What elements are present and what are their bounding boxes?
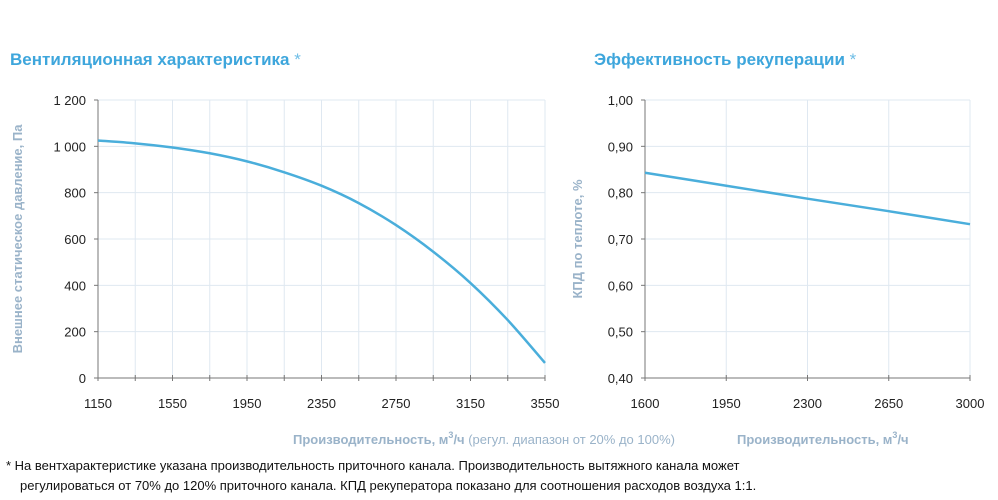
footnote: * На вентхарактеристике указана производ…: [6, 456, 996, 496]
x-tick-label: 3150: [456, 396, 485, 411]
y-tick-label: 0: [79, 371, 86, 386]
y-tick-label: 400: [64, 278, 86, 293]
title-text: Эффективность рекуперации: [594, 50, 845, 69]
x-tick-label: 2750: [382, 396, 411, 411]
chart-0: 1150 1550 1950 2350 2750 3150 3550 0 200 400 600 80…: [10, 93, 675, 447]
chart-title-ventilation: Вентиляционная характеристика *: [10, 50, 301, 70]
y-tick-label: 600: [64, 232, 86, 247]
y-tick-label: 1 000: [53, 139, 86, 154]
x-tick-label: 2650: [874, 396, 903, 411]
y-tick-label: 0,90: [608, 139, 633, 154]
title-asterisk: *: [294, 50, 301, 69]
y-tick-label: 0,60: [608, 278, 633, 293]
y-tick-label: 800: [64, 186, 86, 201]
series-line: [97, 139, 546, 364]
y-tick-label: 0,40: [608, 371, 633, 386]
x-tick-label: 1150: [84, 396, 112, 411]
x-tick-label: 1550: [158, 396, 187, 411]
x-axis-label: Производительность, м3/ч (регул. диапазо…: [293, 430, 675, 447]
y-tick-label: 0,70: [608, 232, 633, 247]
y-tick-label: 1 200: [53, 93, 86, 108]
footnote-line-1: * На вентхарактеристике указана производ…: [6, 458, 740, 473]
y-tick-label: 0,50: [608, 325, 633, 340]
x-tick-label: 2350: [307, 396, 336, 411]
x-tick-label: 1950: [233, 396, 262, 411]
footnote-line-2: регулироваться от 70% до 120% приточного…: [20, 478, 757, 493]
y-tick-label: 1,00: [608, 93, 633, 108]
title-text: Вентиляционная характеристика: [10, 50, 290, 69]
x-tick-label: 2300: [793, 396, 822, 411]
y-tick-label: 0,80: [608, 186, 633, 201]
series-line: [644, 171, 971, 226]
title-asterisk: *: [849, 50, 857, 69]
x-tick-label: 3550: [531, 396, 560, 411]
chart-1: 1600 1950 2300 2650 3000 0,40 0,50 0,60 0,70 0,80…: [570, 93, 984, 447]
x-axis-label: Производительность, м3/ч: [737, 430, 909, 447]
x-tick-label: 1600: [631, 396, 660, 411]
x-tick-label: 1950: [712, 396, 741, 411]
y-tick-label: 200: [64, 325, 86, 340]
x-tick-label: 3000: [956, 396, 985, 411]
y-axis-label: Внешнее статическое давление, Па: [10, 124, 25, 354]
y-axis-label: КПД по теплоте, %: [570, 179, 585, 299]
chart-title-recuperation: Эффективность рекуперации *: [594, 50, 856, 70]
